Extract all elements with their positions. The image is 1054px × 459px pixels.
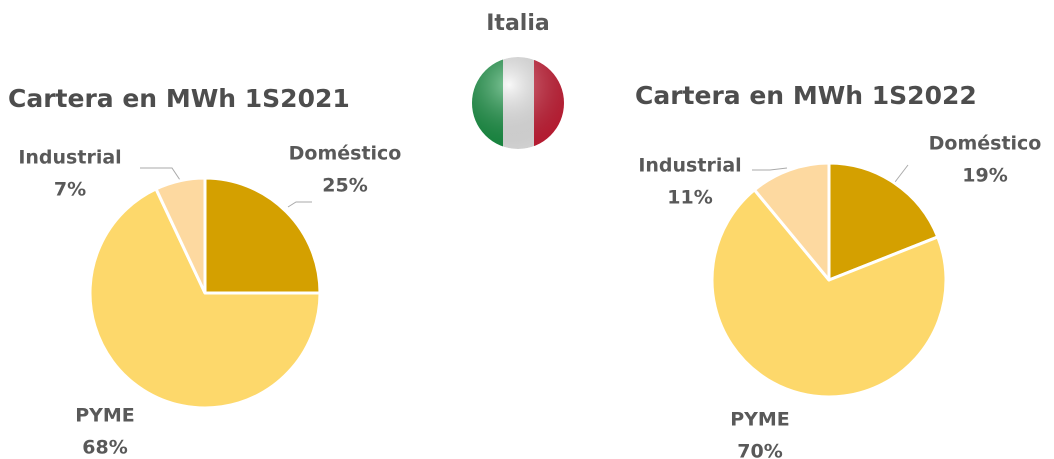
slice-category: Doméstico <box>289 143 402 165</box>
slice-value-label: 68% <box>82 437 127 459</box>
slice-value-label: 7% <box>54 179 86 201</box>
pie-slice <box>154 176 207 295</box>
slice-category: Industrial <box>18 147 121 169</box>
pie-slice <box>710 188 948 399</box>
pie-slice <box>88 187 322 410</box>
slice-value-label: 11% <box>667 187 712 209</box>
slice-category: Doméstico <box>929 133 1042 155</box>
leader-line <box>894 164 909 183</box>
leader-line <box>752 167 788 171</box>
leader-line <box>140 167 181 181</box>
slice-category: Industrial <box>638 155 741 177</box>
pie-slice <box>827 161 940 282</box>
chart-title: Cartera en MWh 1S2021 <box>8 84 350 113</box>
pie-slice <box>752 161 831 282</box>
slice-value-label: 70% <box>737 441 782 459</box>
leader-line <box>287 201 312 208</box>
flag-icon <box>472 57 564 149</box>
pie-slice <box>203 176 322 295</box>
slice-value-label: 19% <box>962 165 1007 187</box>
slice-category: PYME <box>730 409 790 431</box>
page-title: Italia <box>486 11 549 36</box>
chart-title: Cartera en MWh 1S2022 <box>635 81 977 110</box>
slice-category: PYME <box>75 405 135 427</box>
slice-value-label: 25% <box>322 175 367 197</box>
